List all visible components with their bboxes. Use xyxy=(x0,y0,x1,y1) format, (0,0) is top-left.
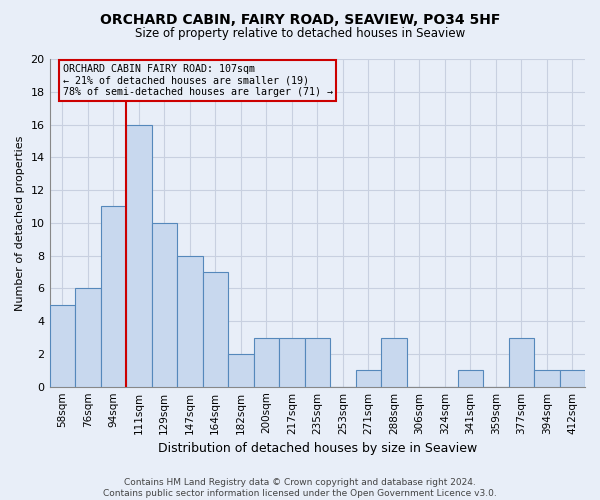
Text: Size of property relative to detached houses in Seaview: Size of property relative to detached ho… xyxy=(135,28,465,40)
Bar xyxy=(101,206,126,386)
Bar xyxy=(126,124,152,386)
Bar xyxy=(560,370,585,386)
Bar xyxy=(50,305,75,386)
Text: ORCHARD CABIN FAIRY ROAD: 107sqm
← 21% of detached houses are smaller (19)
78% o: ORCHARD CABIN FAIRY ROAD: 107sqm ← 21% o… xyxy=(63,64,333,97)
Bar xyxy=(152,223,177,386)
X-axis label: Distribution of detached houses by size in Seaview: Distribution of detached houses by size … xyxy=(158,442,477,455)
Text: Contains HM Land Registry data © Crown copyright and database right 2024.
Contai: Contains HM Land Registry data © Crown c… xyxy=(103,478,497,498)
Bar xyxy=(203,272,228,386)
Bar xyxy=(228,354,254,386)
Bar xyxy=(458,370,483,386)
Bar xyxy=(381,338,407,386)
Y-axis label: Number of detached properties: Number of detached properties xyxy=(15,135,25,310)
Bar xyxy=(509,338,534,386)
Bar xyxy=(356,370,381,386)
Bar xyxy=(279,338,305,386)
Text: ORCHARD CABIN, FAIRY ROAD, SEAVIEW, PO34 5HF: ORCHARD CABIN, FAIRY ROAD, SEAVIEW, PO34… xyxy=(100,12,500,26)
Bar xyxy=(305,338,330,386)
Bar xyxy=(177,256,203,386)
Bar xyxy=(254,338,279,386)
Bar xyxy=(534,370,560,386)
Bar xyxy=(75,288,101,386)
